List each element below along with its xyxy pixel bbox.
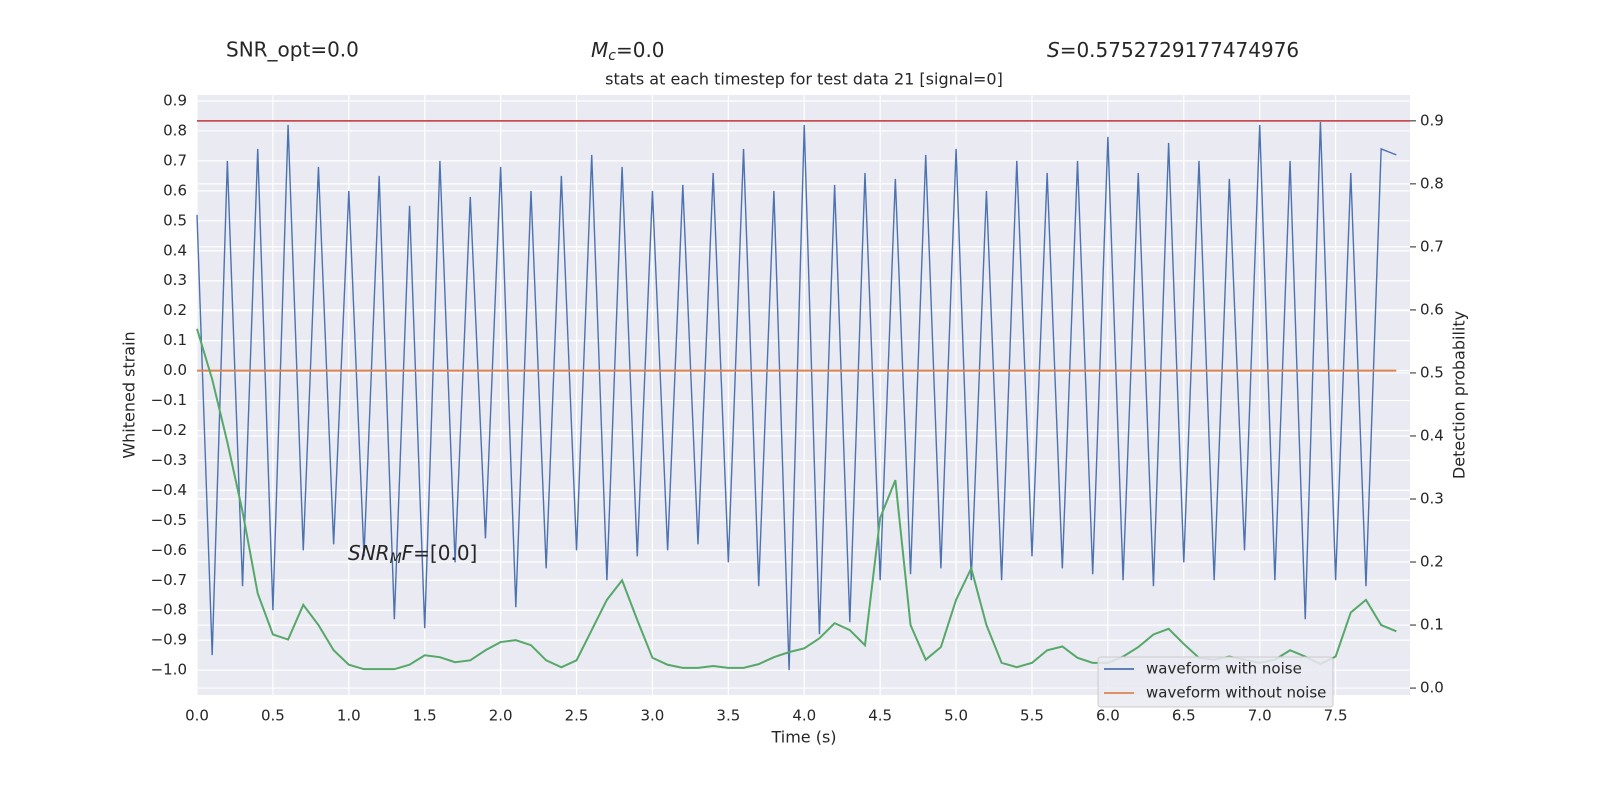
series-line: [196, 121, 1397, 671]
y2-tick-label: 0.2: [1420, 553, 1444, 571]
y-tick-label: 0.2: [163, 301, 187, 319]
chart-title: stats at each timestep for test data 21 …: [605, 70, 1003, 89]
y-tick-label: −0.3: [151, 451, 187, 469]
y-tick-label: 0.8: [163, 121, 187, 139]
annotation: Mc=0.0: [591, 38, 665, 65]
y-tick-label: 0.4: [163, 241, 187, 259]
y2-tick-label: 0.4: [1420, 426, 1444, 444]
annotation-symbol: F: [402, 541, 414, 565]
x-tick-label: 3.0: [641, 707, 665, 725]
x-tick-label: 7.0: [1248, 707, 1272, 725]
y-axis-label: Whitened strain: [120, 331, 139, 458]
x-tick-label: 2.5: [565, 707, 589, 725]
annotation: SNRMF=[0.0]: [348, 541, 477, 568]
x-tick-label: 0.5: [261, 707, 285, 725]
y2-tick-label: 0.3: [1420, 489, 1444, 507]
annotation: S=0.5752729177474976: [1047, 38, 1299, 62]
x-tick-label: 4.0: [792, 707, 816, 725]
x-tick-label: 3.5: [716, 707, 740, 725]
y-tick-label: −0.1: [151, 391, 187, 409]
annotation-text: =0.0: [616, 38, 665, 62]
y-tick-label: −0.5: [151, 511, 187, 529]
legend-box: [1097, 656, 1334, 708]
y-tick-label: 0.1: [163, 331, 187, 349]
y-tick-label: −1.0: [151, 661, 187, 679]
y-tick-label: 0.7: [163, 151, 187, 169]
annotation-text: =[0.0]: [413, 541, 477, 565]
y2-tick-label: 0.6: [1420, 300, 1444, 318]
x-tick-label: 2.0: [489, 707, 513, 725]
y-tick-label: −0.4: [151, 481, 187, 499]
x-tick-label: 1.5: [413, 707, 437, 725]
y-tick-label: −0.6: [151, 541, 187, 559]
x-tick-label: 1.0: [337, 707, 361, 725]
x-tick-label: 4.5: [868, 707, 892, 725]
x-tick-label: 5.0: [944, 707, 968, 725]
y-tick-label: 0.6: [163, 181, 187, 199]
annotation-subscript: M: [390, 551, 402, 567]
y2-tick-label: 0.9: [1420, 111, 1444, 129]
y2-tick-label: 0.5: [1420, 363, 1444, 381]
y-tick-label: 0.0: [163, 361, 187, 379]
annotation-symbol: M: [591, 38, 608, 62]
y2-axis-label: Detection probability: [1450, 311, 1469, 479]
legend-label: waveform with noise: [1146, 660, 1302, 678]
y2-tick-label: 0.1: [1420, 616, 1444, 634]
annotation: SNR_opt=0.0: [226, 38, 359, 62]
annotation-symbol: SNR: [348, 541, 390, 565]
y-tick-label: 0.5: [163, 211, 187, 229]
y2-tick-label: 0.8: [1420, 174, 1444, 192]
legend-label: waveform without noise: [1146, 684, 1326, 702]
y2-tick-label: 0.0: [1420, 679, 1444, 697]
y-tick-label: −0.2: [151, 421, 187, 439]
x-tick-label: 6.0: [1096, 707, 1120, 725]
x-axis-label: Time (s): [770, 728, 836, 747]
y-tick-label: 0.3: [163, 271, 187, 289]
annotation-subscript: c: [608, 48, 616, 64]
y-tick-label: −0.8: [151, 601, 187, 619]
y-tick-label: −0.9: [151, 631, 187, 649]
y-tick-label: −0.7: [151, 571, 187, 589]
marks: [196, 119, 1410, 671]
x-tick-label: 5.5: [1020, 707, 1044, 725]
series-line: [196, 328, 1397, 671]
y2-tick-label: 0.7: [1420, 237, 1444, 255]
legend: waveform with noise waveform without nois…: [1097, 656, 1334, 708]
x-tick-label: 7.5: [1324, 707, 1348, 725]
annotation-text: =0.5752729177474976: [1060, 38, 1299, 62]
y-tick-label: 0.9: [163, 91, 187, 109]
annotation-symbol: S: [1047, 38, 1060, 62]
x-tick-label: 0.0: [185, 707, 209, 725]
x-tick-label: 6.5: [1172, 707, 1196, 725]
